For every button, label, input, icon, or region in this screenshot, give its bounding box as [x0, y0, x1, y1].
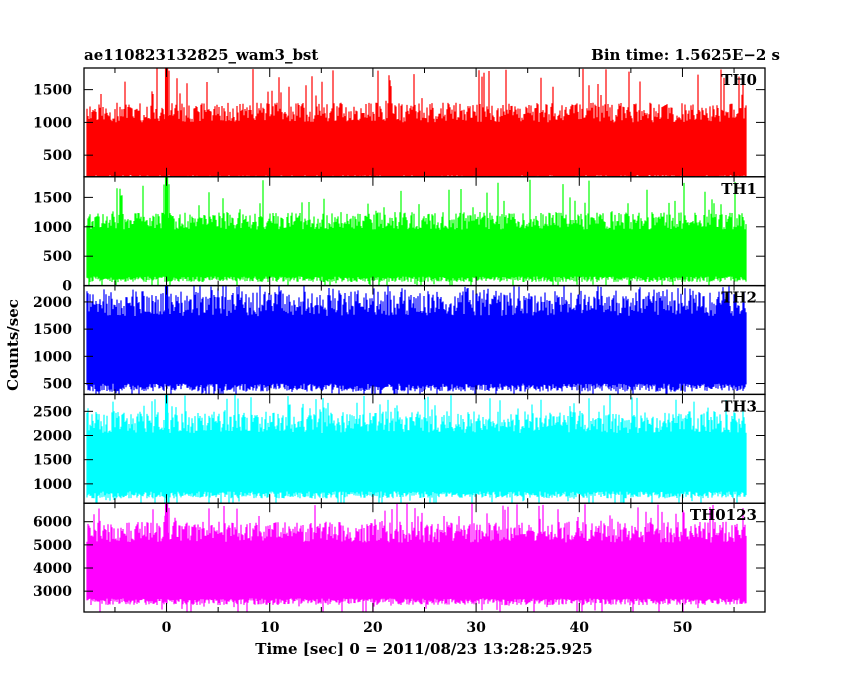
series-name-th0123: TH0123	[690, 506, 757, 524]
y-tick-label: 4000	[33, 561, 72, 577]
y-axis-label: Counts/sec	[4, 299, 22, 391]
panel-th0: 500 1000 1500 TH0	[33, 67, 766, 178]
y-tick-label: 500	[43, 148, 72, 164]
y-tick-label: 1500	[33, 322, 72, 338]
series-line-th2	[86, 285, 747, 395]
series-line-th1	[86, 179, 747, 286]
burst-spike-th3	[164, 394, 169, 480]
chart-title-left: ae110823132825_wam3_bst	[84, 46, 318, 64]
x-tick-label: 10	[260, 620, 280, 636]
y-tick-label: 1000	[33, 220, 72, 236]
series-name-th2: TH2	[721, 289, 757, 307]
x-axis-label: Time [sec] 0 = 2011/08/23 13:28:25.925	[255, 640, 592, 658]
y-tick-label: 1000	[33, 349, 72, 365]
y-tick-label: 5000	[33, 538, 72, 554]
y-tick-label: 2000	[33, 429, 72, 445]
x-tick-label: 40	[570, 620, 590, 636]
panel-th0123: 3000 4000 5000 6000 TH0123	[33, 502, 766, 613]
chart-title-right: Bin time: 1.5625E−2 s	[591, 46, 780, 64]
series-line-th3	[86, 394, 747, 504]
burst-spike-th0	[164, 68, 169, 143]
panel-th1: 0 500 1000 1500 TH1	[33, 176, 766, 295]
y-tick-label: 2500	[33, 404, 72, 420]
x-tick-label: 20	[363, 620, 383, 636]
y-tick-label: 1500	[33, 190, 72, 206]
panels-group: 50010001500TH0050010001500TH150010001500…	[33, 67, 766, 636]
y-tick-label: 0	[62, 279, 72, 295]
burst-spike-th0123	[164, 503, 169, 580]
panel-th2: 500 1000 1500 2000 TH2	[33, 284, 766, 396]
y-tick-label: 1000	[33, 115, 72, 131]
y-tick-label: 3000	[33, 584, 72, 600]
y-tick-label: 1000	[33, 477, 72, 493]
burst-spike-th1	[164, 176, 169, 254]
x-tick-label: 0	[162, 620, 172, 636]
series-name-th1: TH1	[721, 180, 757, 198]
y-tick-label: 2000	[33, 295, 72, 311]
series-name-th3: TH3	[721, 397, 757, 415]
y-tick-label: 500	[43, 249, 72, 265]
panel-th3: 1000 1500 2000 2500 TH3	[33, 393, 766, 504]
y-tick-label: 1500	[33, 453, 72, 469]
y-tick-label: 1500	[33, 83, 72, 99]
series-line-th0123	[86, 503, 747, 612]
x-tick-label: 50	[673, 620, 693, 636]
burst-spike-th2	[164, 285, 169, 373]
series-name-th0: TH0	[721, 71, 757, 89]
series-line-th0	[86, 68, 747, 177]
y-tick-label: 500	[43, 377, 72, 393]
x-tick-label: 30	[466, 620, 486, 636]
y-tick-label: 6000	[33, 515, 72, 531]
